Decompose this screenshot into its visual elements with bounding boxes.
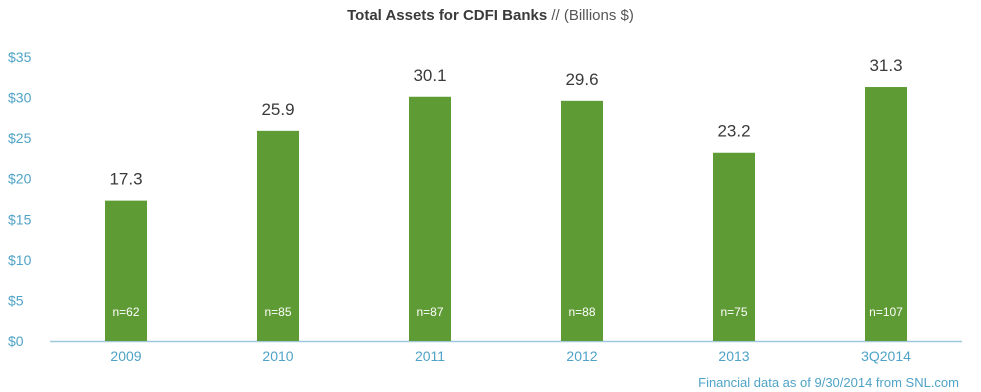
x-tick-label: 2011 (415, 348, 445, 364)
bar-count-label: n=62 (112, 305, 139, 319)
bar-value-label: 31.3 (869, 56, 902, 75)
y-tick-label: $25 (8, 130, 32, 146)
bar (865, 87, 907, 341)
y-tick-label: $20 (8, 171, 32, 187)
bar (257, 130, 299, 341)
bar-count-label: n=107 (869, 305, 903, 319)
bar-count-label: n=88 (568, 305, 595, 319)
bar-count-label: n=85 (264, 305, 291, 319)
bar-count-label: n=75 (720, 305, 747, 319)
bar-value-label: 30.1 (413, 66, 446, 85)
bar-value-label: 23.2 (717, 122, 750, 141)
x-tick-label: 3Q2014 (861, 348, 911, 364)
y-tick-label: $30 (8, 90, 32, 106)
bar-count-label: n=87 (416, 305, 443, 319)
y-tick-label: $15 (8, 211, 32, 227)
y-tick-label: $5 (8, 292, 24, 308)
bar (713, 152, 755, 341)
bar (105, 200, 147, 341)
x-tick-label: 2010 (262, 348, 293, 364)
x-tick-label: 2013 (718, 348, 749, 364)
y-tick-label: $0 (8, 333, 24, 349)
data-source-footnote: Financial data as of 9/30/2014 from SNL.… (698, 375, 959, 390)
chart-title-main: Total Assets for CDFI Banks (347, 7, 548, 24)
bar-value-label: 17.3 (109, 170, 142, 189)
bar-value-label: 29.6 (565, 70, 598, 89)
chart-title-units: // (Billions $) (547, 7, 634, 24)
bar-value-label: 25.9 (261, 100, 294, 119)
x-tick-label: 2012 (566, 348, 597, 364)
bar (561, 100, 603, 342)
y-tick-label: $10 (8, 252, 32, 268)
bar (409, 96, 451, 341)
y-tick-label: $35 (8, 49, 32, 65)
x-tick-label: 2009 (110, 348, 141, 364)
chart-title: Total Assets for CDFI Banks // (Billions… (0, 7, 981, 24)
